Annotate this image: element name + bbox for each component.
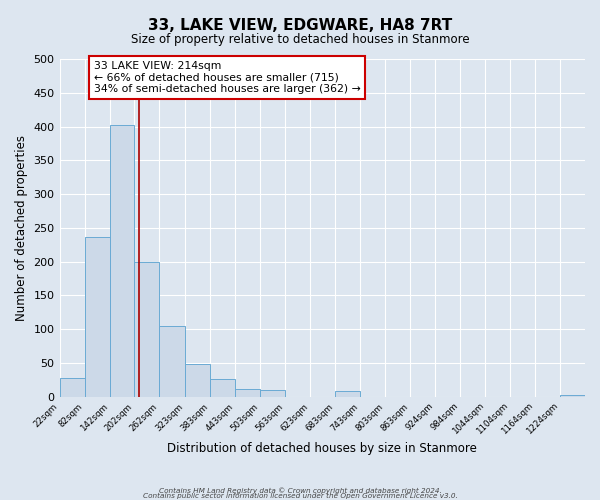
Bar bbox=[160, 326, 185, 396]
Bar bbox=[59, 378, 85, 396]
Bar bbox=[85, 236, 110, 396]
Bar bbox=[260, 390, 285, 396]
Bar bbox=[560, 394, 585, 396]
X-axis label: Distribution of detached houses by size in Stanmore: Distribution of detached houses by size … bbox=[167, 442, 477, 455]
Bar bbox=[185, 364, 210, 396]
Text: Contains public sector information licensed under the Open Government Licence v3: Contains public sector information licen… bbox=[143, 493, 457, 499]
Bar bbox=[235, 388, 260, 396]
Text: 33 LAKE VIEW: 214sqm
← 66% of detached houses are smaller (715)
34% of semi-deta: 33 LAKE VIEW: 214sqm ← 66% of detached h… bbox=[94, 60, 361, 94]
Bar bbox=[134, 262, 160, 396]
Text: Size of property relative to detached houses in Stanmore: Size of property relative to detached ho… bbox=[131, 32, 469, 46]
Text: 33, LAKE VIEW, EDGWARE, HA8 7RT: 33, LAKE VIEW, EDGWARE, HA8 7RT bbox=[148, 18, 452, 32]
Bar bbox=[110, 124, 134, 396]
Bar bbox=[335, 392, 360, 396]
Y-axis label: Number of detached properties: Number of detached properties bbox=[15, 135, 28, 321]
Text: Contains HM Land Registry data © Crown copyright and database right 2024.: Contains HM Land Registry data © Crown c… bbox=[158, 487, 442, 494]
Bar bbox=[210, 379, 235, 396]
